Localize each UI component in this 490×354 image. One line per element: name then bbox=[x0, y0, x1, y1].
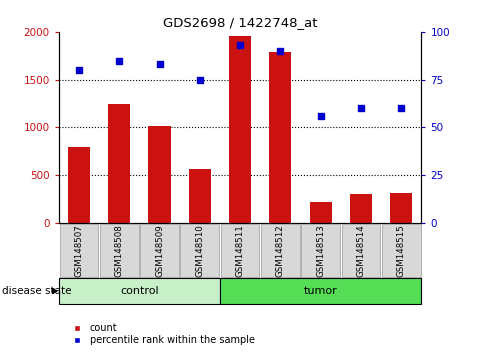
Bar bbox=[301, 224, 340, 277]
Text: disease state: disease state bbox=[2, 286, 72, 296]
Bar bbox=[100, 224, 139, 277]
Bar bbox=[220, 278, 421, 304]
Bar bbox=[261, 224, 300, 277]
Bar bbox=[68, 147, 90, 223]
Bar bbox=[148, 126, 171, 223]
Bar bbox=[229, 36, 251, 223]
Text: tumor: tumor bbox=[304, 286, 338, 296]
Point bbox=[75, 67, 83, 73]
Bar bbox=[221, 224, 259, 277]
Point bbox=[276, 48, 284, 54]
Bar bbox=[108, 104, 130, 223]
Text: GSM148515: GSM148515 bbox=[397, 224, 406, 277]
Text: GSM148508: GSM148508 bbox=[115, 224, 124, 277]
Text: GSM148510: GSM148510 bbox=[196, 224, 204, 277]
Bar bbox=[60, 224, 98, 277]
Bar bbox=[350, 194, 372, 223]
Bar bbox=[342, 224, 380, 277]
Point bbox=[317, 113, 324, 119]
Point bbox=[236, 42, 244, 48]
Bar bbox=[140, 224, 179, 277]
Bar bbox=[390, 193, 413, 223]
Text: control: control bbox=[120, 286, 159, 296]
Bar bbox=[189, 169, 211, 223]
Bar bbox=[59, 278, 220, 304]
Text: GSM148512: GSM148512 bbox=[276, 224, 285, 277]
Text: GSM148509: GSM148509 bbox=[155, 224, 164, 277]
Title: GDS2698 / 1422748_at: GDS2698 / 1422748_at bbox=[163, 16, 318, 29]
Legend: count, percentile rank within the sample: count, percentile rank within the sample bbox=[64, 319, 259, 349]
Text: GSM148507: GSM148507 bbox=[74, 224, 83, 277]
Bar bbox=[382, 224, 420, 277]
Bar bbox=[310, 202, 332, 223]
Text: GSM148511: GSM148511 bbox=[236, 224, 245, 277]
Text: GSM148514: GSM148514 bbox=[356, 224, 366, 277]
Point bbox=[156, 62, 164, 67]
Bar bbox=[180, 224, 219, 277]
Bar bbox=[270, 52, 292, 223]
Point bbox=[357, 105, 365, 111]
Point bbox=[397, 105, 405, 111]
Text: GSM148513: GSM148513 bbox=[316, 224, 325, 277]
Point bbox=[196, 77, 204, 82]
Point bbox=[115, 58, 123, 63]
